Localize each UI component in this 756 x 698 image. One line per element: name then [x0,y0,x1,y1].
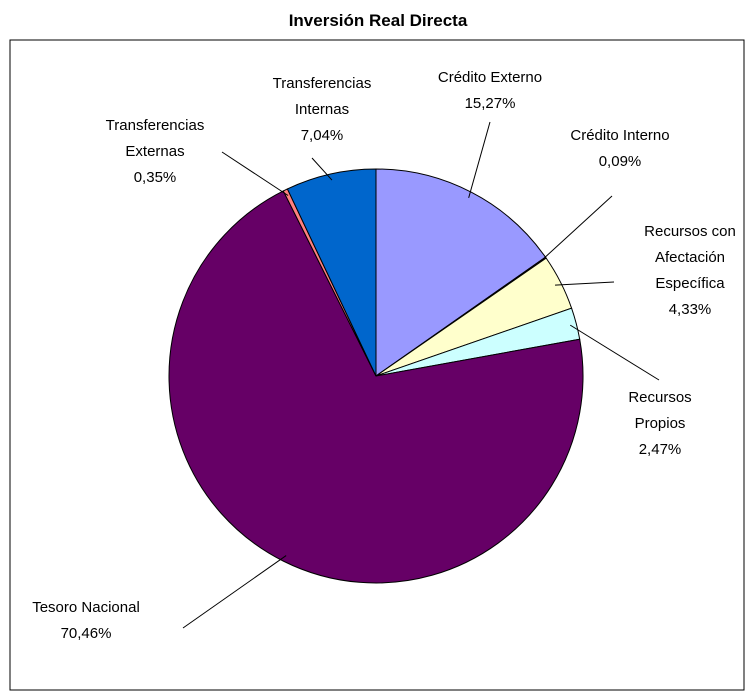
pie-slice [168,190,584,584]
slice-value-label: 15,27% [465,95,516,112]
chart-title: Inversión Real Directa [289,11,468,30]
leader-line [311,157,333,181]
pie-slice [286,168,377,377]
leader-line [569,324,660,381]
leader-line [555,281,615,286]
slice-value-label: 70,46% [61,625,112,642]
slice-label: Tesoro Nacional [32,599,140,616]
leader-line [182,555,287,629]
slice-value-label: 2,47% [639,441,682,458]
slice-label: Recursos con Afectación Específica [644,223,736,292]
slice-label: Crédito Interno [570,127,669,144]
slice-value-label: 0,35% [134,169,177,186]
slice-label: Crédito Externo [438,69,542,86]
leader-line [540,195,613,262]
slice-label: Transferencias Internas [273,75,372,118]
pie-slice [375,168,547,377]
slice-value-label: 4,33% [669,301,712,318]
slice-label: Transferencias Externas [106,117,205,160]
leader-line [468,121,491,199]
slice-label: Recursos Propios [628,389,691,432]
leader-line [221,151,289,196]
slice-value-label: 7,04% [301,127,344,144]
slice-value-label: 0,09% [599,153,642,170]
